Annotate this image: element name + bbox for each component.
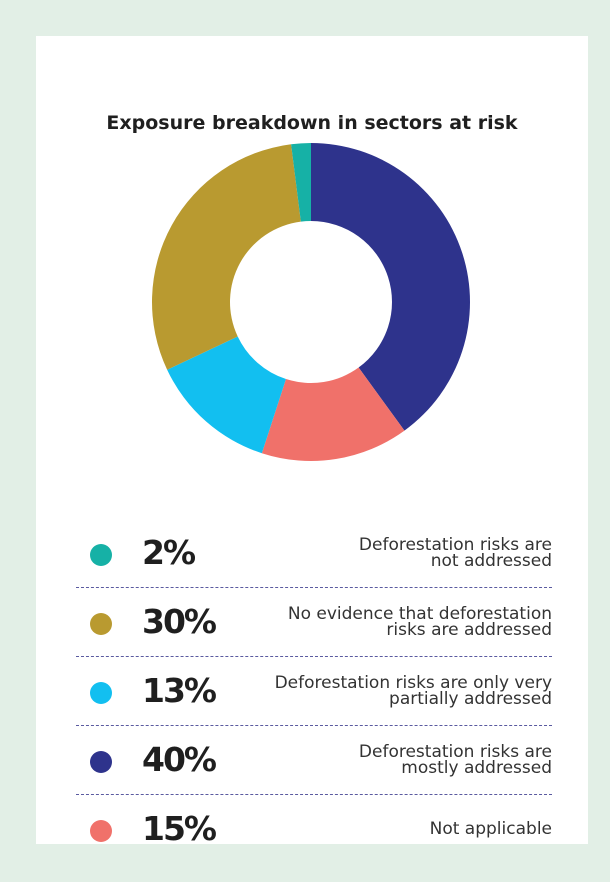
legend-percentage: 2% <box>142 533 196 572</box>
donut-slice-40pct <box>311 143 470 431</box>
donut-chart <box>151 143 470 461</box>
legend-swatch <box>90 682 112 704</box>
legend-label: Deforestation risks are not addressed <box>358 535 552 571</box>
donut-slice-13pct <box>167 336 286 454</box>
donut-slice-30pct <box>151 144 301 370</box>
legend-swatch <box>90 544 112 566</box>
chart-title: Exposure breakdown in sectors at risk <box>106 112 518 134</box>
chart-card: Exposure breakdown in sectors at risk 2%… <box>36 36 588 848</box>
legend: 2% Deforestation risks are not addressed 30… <box>76 519 552 863</box>
donut-slice-2pct <box>291 143 311 222</box>
legend-percentage: 13% <box>142 671 217 710</box>
legend-label: Deforestation risks are only very partial… <box>274 673 552 709</box>
legend-label: Not applicable <box>429 819 552 839</box>
legend-row: 30% No evidence that deforestation risks a… <box>76 588 552 657</box>
legend-label: No evidence that deforestation risks are … <box>287 604 552 640</box>
legend-row: 2% Deforestation risks are not addressed <box>76 519 552 588</box>
legend-swatch <box>90 613 112 635</box>
legend-percentage: 30% <box>142 602 217 641</box>
legend-swatch <box>90 751 112 773</box>
legend-label: Deforestation risks are mostly addressed <box>358 742 552 778</box>
legend-row: 13% Deforestation risks are only very part… <box>76 657 552 726</box>
legend-percentage: 40% <box>142 740 217 779</box>
legend-percentage: 15% <box>142 809 217 848</box>
legend-swatch <box>90 820 112 842</box>
legend-row: 40% Deforestation risks are mostly address… <box>76 726 552 795</box>
donut-slice-15pct <box>261 367 405 461</box>
legend-row: 15% Not applicable <box>76 795 552 863</box>
